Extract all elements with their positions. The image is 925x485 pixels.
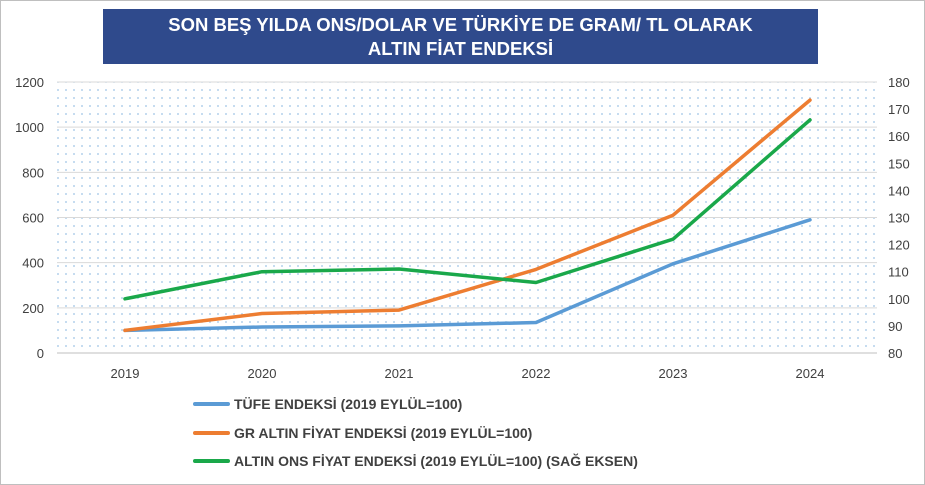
right-tick-label: 140 <box>888 183 910 198</box>
right-tick-label: 90 <box>888 319 902 334</box>
left-tick-label: 600 <box>22 211 44 226</box>
right-tick-label: 150 <box>888 156 910 171</box>
right-tick-label: 130 <box>888 211 910 226</box>
series-line-3 <box>123 118 812 301</box>
x-tick-label: 2020 <box>248 366 277 381</box>
right-tick-label: 170 <box>888 102 910 117</box>
legend: TÜFE ENDEKSİ (2019 EYLÜL=100) GR ALTIN Fİ… <box>193 396 638 469</box>
chart-title-line-1: SON BEŞ YILDA ONS/DOLAR VE TÜRKİYE DE GR… <box>168 13 753 35</box>
right-tick-label: 100 <box>888 292 910 307</box>
x-tick-label: 2022 <box>522 366 551 381</box>
right-tick-label: 160 <box>888 129 910 144</box>
left-tick-label: 0 <box>37 346 44 361</box>
left-tick-label: 1200 <box>15 75 44 90</box>
x-tick-label: 2023 <box>659 366 688 381</box>
legend-label-3: ALTIN ONS FİYAT ENDEKSİ (2019 EYLÜL=100)… <box>234 452 638 469</box>
series-lines <box>123 98 812 333</box>
x-tick-label: 2024 <box>796 366 825 381</box>
right-tick-label: 180 <box>888 75 910 90</box>
left-tick-label: 400 <box>22 256 44 271</box>
left-axis: 0 200 400 600 800 1000 1200 <box>15 75 44 361</box>
legend-label-2: GR ALTIN FİYAT ENDEKSİ (2019 EYLÜL=100) <box>234 425 532 441</box>
right-tick-label: 80 <box>888 346 902 361</box>
right-tick-label: 120 <box>888 238 910 253</box>
right-axis: 80 90 100 110 120 130 140 150 160 170 180 <box>888 75 910 361</box>
chart-title-line-2: ALTIN FİAT ENDEKSİ <box>367 37 554 59</box>
left-tick-label: 200 <box>22 301 44 316</box>
x-tick-label: 2019 <box>111 366 140 381</box>
series-line-2 <box>123 98 812 333</box>
series-line-1 <box>123 218 812 333</box>
right-tick-label: 110 <box>888 265 909 280</box>
legend-label-1: TÜFE ENDEKSİ (2019 EYLÜL=100) <box>234 396 462 412</box>
left-tick-label: 1000 <box>15 120 44 135</box>
x-tick-label: 2021 <box>385 366 414 381</box>
chart-title: SON BEŞ YILDA ONS/DOLAR VE TÜRKİYE DE GR… <box>103 9 818 64</box>
x-axis: 2019 2020 2021 2022 2023 2024 <box>57 352 877 381</box>
left-tick-label: 800 <box>22 165 44 180</box>
